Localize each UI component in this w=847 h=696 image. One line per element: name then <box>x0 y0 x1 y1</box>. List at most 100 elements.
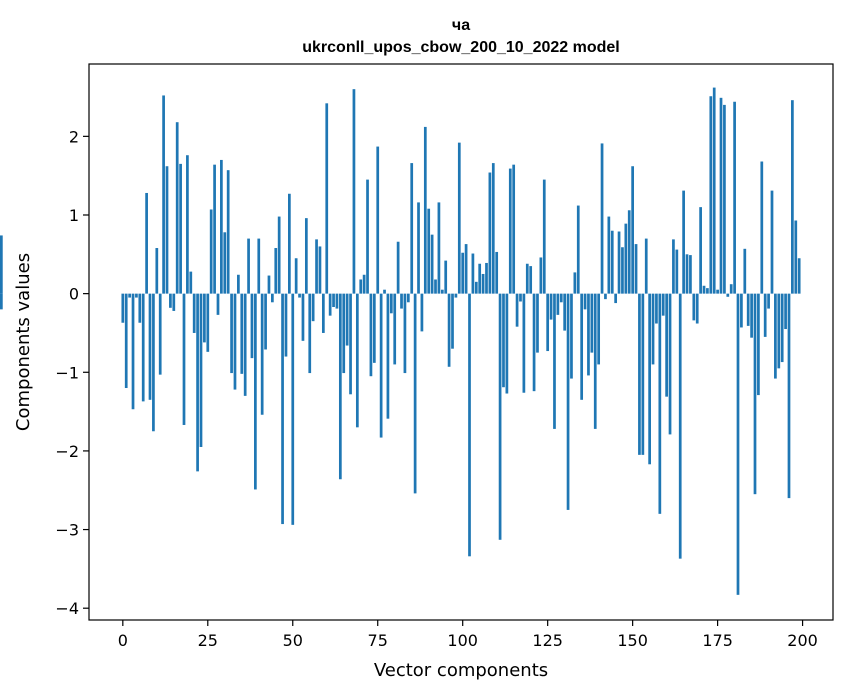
bar <box>495 251 499 294</box>
bar <box>474 281 478 294</box>
bar <box>213 164 216 294</box>
bar <box>699 207 702 294</box>
bar <box>712 87 716 294</box>
bar <box>746 293 750 326</box>
bar <box>682 190 685 294</box>
bar <box>430 234 434 294</box>
y-tick-label: −1 <box>55 363 79 382</box>
bar <box>797 258 801 294</box>
bar <box>417 202 420 294</box>
bar <box>237 274 240 294</box>
bar <box>716 289 719 294</box>
bar <box>512 164 516 294</box>
bar <box>267 275 271 294</box>
bar <box>505 293 509 394</box>
bar <box>468 293 471 557</box>
bar <box>733 101 736 294</box>
y-axis-label: Components values <box>13 253 34 431</box>
bar <box>787 293 791 499</box>
bar <box>311 293 315 322</box>
bar <box>665 293 668 397</box>
bar <box>740 293 743 328</box>
bar-series <box>0 87 801 595</box>
bar <box>223 232 227 294</box>
bar <box>478 263 482 294</box>
bar <box>366 179 369 294</box>
bar <box>529 266 533 294</box>
x-tick-label: 200 <box>787 631 818 650</box>
x-tick-label: 0 <box>118 631 128 650</box>
bar <box>342 293 346 374</box>
bar <box>250 293 254 359</box>
bar <box>539 257 543 294</box>
bar <box>498 293 502 540</box>
bar <box>260 293 264 415</box>
bar <box>230 293 233 374</box>
bar <box>706 288 709 294</box>
bar <box>152 293 155 432</box>
bar <box>600 143 604 294</box>
bar <box>491 163 495 294</box>
bar <box>597 293 601 365</box>
bar <box>254 293 257 490</box>
bar <box>162 95 165 294</box>
bar <box>192 293 196 333</box>
bar <box>481 273 485 294</box>
bar <box>158 293 162 375</box>
bar <box>220 159 223 294</box>
bar <box>186 155 189 294</box>
bar <box>376 146 380 294</box>
bar <box>736 293 740 595</box>
bar <box>325 103 329 294</box>
bar <box>702 285 706 294</box>
bar <box>532 293 536 392</box>
bar <box>420 293 424 332</box>
bar <box>216 293 220 315</box>
bar <box>485 262 488 294</box>
bar <box>284 293 288 357</box>
x-tick-label: 175 <box>702 631 733 650</box>
chart-title-line-1: ча <box>452 17 470 34</box>
bar <box>400 293 403 309</box>
bar <box>145 192 148 294</box>
bar <box>304 218 308 294</box>
bar <box>617 231 621 294</box>
bar <box>277 216 281 294</box>
bar <box>454 293 458 298</box>
bar <box>576 205 580 294</box>
bar <box>179 163 182 294</box>
bar <box>672 239 675 294</box>
bar <box>583 293 587 310</box>
bar <box>604 293 607 300</box>
bar <box>655 293 658 324</box>
bar <box>315 239 318 294</box>
bar <box>182 293 186 425</box>
bar <box>794 220 798 294</box>
bar <box>131 293 135 410</box>
bar <box>352 89 356 294</box>
bar <box>172 293 176 311</box>
bar <box>345 293 349 346</box>
bar <box>651 293 655 365</box>
bar <box>264 293 267 350</box>
bar <box>546 293 550 352</box>
bar <box>780 293 784 363</box>
bar <box>525 263 529 294</box>
x-axis-ticks: 0 25 50 75 100 125 150 175 200 <box>118 620 818 650</box>
bar <box>678 293 682 559</box>
y-tick-label: −4 <box>55 599 79 618</box>
bar <box>135 293 138 298</box>
bar <box>396 241 400 294</box>
bar <box>274 248 278 294</box>
bar <box>593 293 597 429</box>
bar <box>413 293 417 494</box>
bar <box>233 293 237 390</box>
bar <box>644 238 648 294</box>
bar <box>750 293 753 338</box>
bar <box>464 244 468 294</box>
bar <box>685 254 689 294</box>
bar <box>508 168 512 294</box>
bar <box>631 166 634 294</box>
bar <box>281 293 284 525</box>
